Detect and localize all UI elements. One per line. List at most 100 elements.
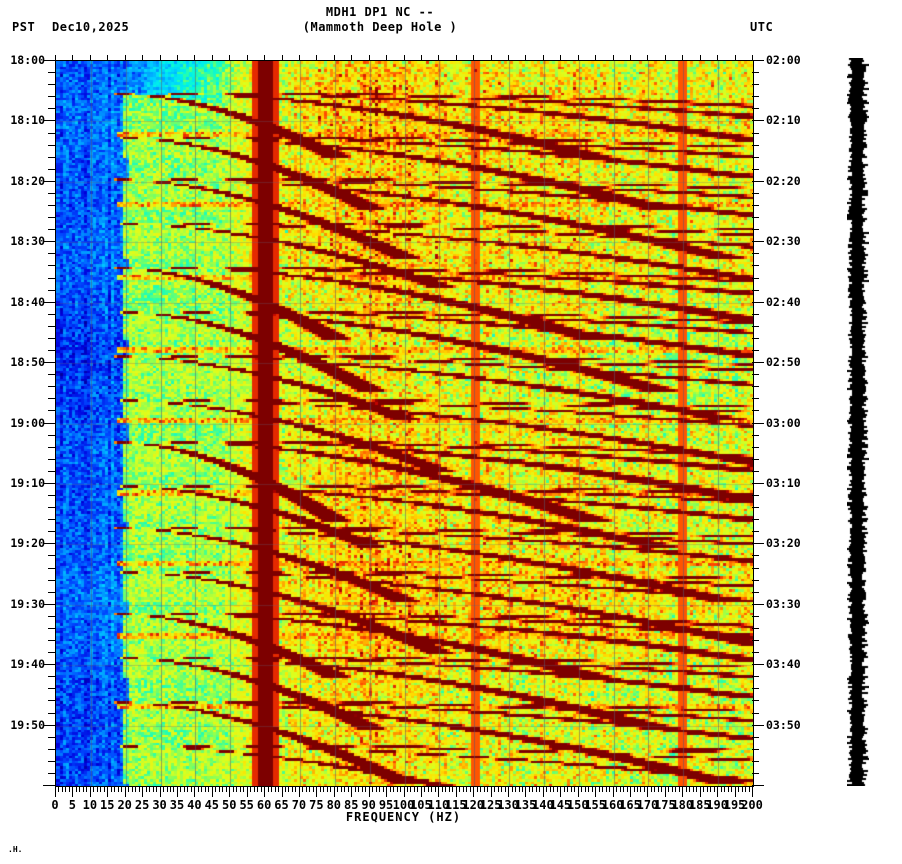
axis-tick: [142, 55, 143, 60]
axis-tick: [752, 157, 759, 158]
frequency-tick-label: 155: [584, 798, 607, 812]
axis-tick: [543, 786, 544, 797]
axis-tick: [215, 786, 216, 792]
axis-tick: [261, 786, 262, 792]
frequency-tick-label: 45: [204, 798, 220, 812]
axis-tick: [752, 700, 759, 701]
axis-tick: [651, 786, 652, 792]
corner-artifact-mark: .H.: [8, 845, 23, 854]
axis-tick: [417, 786, 418, 792]
saturated-trace-column: [847, 58, 869, 786]
axis-tick: [43, 785, 55, 786]
spectrogram-plot-area[interactable]: [55, 60, 754, 787]
axis-tick: [107, 55, 108, 60]
axis-tick: [43, 483, 55, 484]
axis-tick: [393, 786, 394, 792]
axis-tick: [752, 253, 759, 254]
axis-tick: [752, 555, 759, 556]
axis-tick: [752, 568, 759, 569]
frequency-tick-label: 80: [326, 798, 342, 812]
axis-tick: [43, 181, 55, 182]
axis-tick: [752, 713, 759, 714]
axis-tick: [194, 786, 195, 797]
axis-tick: [752, 688, 759, 689]
time-axis-right-utc: 02:00 02:10 02:20 02:30 02:40 02:50 03:00 03:10…: [752, 0, 902, 864]
axis-tick: [327, 786, 328, 792]
axis-tick: [428, 786, 429, 792]
axis-tick: [452, 786, 453, 792]
axis-tick: [752, 217, 759, 218]
time-label-pst: 19:30: [10, 596, 45, 611]
frequency-tick-label: 85: [343, 798, 359, 812]
axis-tick: [90, 786, 91, 797]
axis-tick: [654, 786, 655, 792]
time-label-utc: 03:50: [766, 717, 801, 732]
axis-tick: [295, 786, 296, 792]
frequency-tick-label: 105: [410, 798, 432, 812]
axis-tick: [351, 786, 352, 797]
axis-tick: [362, 786, 363, 792]
axis-tick: [637, 786, 638, 792]
axis-tick: [470, 786, 471, 792]
axis-tick: [48, 435, 55, 436]
axis-tick: [240, 786, 241, 792]
axis-tick: [201, 786, 202, 792]
axis-tick: [62, 786, 63, 792]
axis-tick: [180, 786, 181, 792]
axis-tick: [125, 786, 126, 797]
axis-tick: [735, 786, 736, 797]
axis-tick: [48, 713, 55, 714]
axis-tick: [48, 278, 55, 279]
axis-tick: [404, 55, 405, 60]
axis-tick: [494, 786, 495, 792]
axis-tick: [48, 96, 55, 97]
axis-tick: [383, 786, 384, 792]
axis-tick: [397, 786, 398, 792]
axis-tick: [233, 786, 234, 792]
axis-tick: [177, 55, 178, 60]
axis-tick: [208, 786, 209, 792]
axis-tick: [421, 786, 422, 797]
axis-tick: [48, 205, 55, 206]
time-label-pst: 19:00: [10, 415, 45, 430]
axis-tick: [752, 241, 764, 242]
frequency-tick-label: 60: [256, 798, 272, 812]
axis-tick: [620, 786, 621, 792]
frequency-tick-label: 185: [688, 798, 711, 812]
axis-tick: [43, 543, 55, 544]
axis-tick: [749, 786, 750, 792]
axis-tick: [153, 786, 154, 792]
axis-tick: [275, 786, 276, 792]
axis-tick: [693, 786, 694, 792]
axis-tick: [728, 786, 729, 792]
axis-tick: [668, 786, 669, 792]
axis-tick: [156, 786, 157, 792]
axis-tick: [665, 55, 666, 60]
axis-tick: [595, 786, 596, 797]
axis-tick: [675, 786, 676, 792]
time-label-pst: 18:20: [10, 173, 45, 188]
axis-tick: [752, 145, 759, 146]
time-label-pst: 19:10: [10, 475, 45, 490]
axis-tick: [90, 55, 91, 60]
axis-tick: [449, 786, 450, 792]
axis-tick: [344, 786, 345, 792]
axis-tick: [330, 786, 331, 792]
axis-tick: [714, 786, 715, 792]
axis-tick: [752, 55, 753, 60]
axis-tick: [752, 374, 759, 375]
axis-tick: [438, 786, 439, 797]
axis-tick: [700, 786, 701, 797]
axis-tick: [299, 786, 300, 797]
axis-tick: [135, 786, 136, 792]
axis-tick: [752, 133, 759, 134]
time-axis-left-pst: 18:00 18:10 18:20 18:30 18:40 18:50 19:00 19:10…: [0, 0, 56, 864]
axis-tick: [48, 314, 55, 315]
axis-tick: [435, 786, 436, 792]
axis-tick: [250, 786, 251, 792]
frequency-tick-label: 110: [427, 798, 450, 812]
axis-tick: [445, 786, 446, 792]
frequency-tick-label: 195: [723, 798, 746, 812]
axis-tick: [288, 786, 289, 792]
